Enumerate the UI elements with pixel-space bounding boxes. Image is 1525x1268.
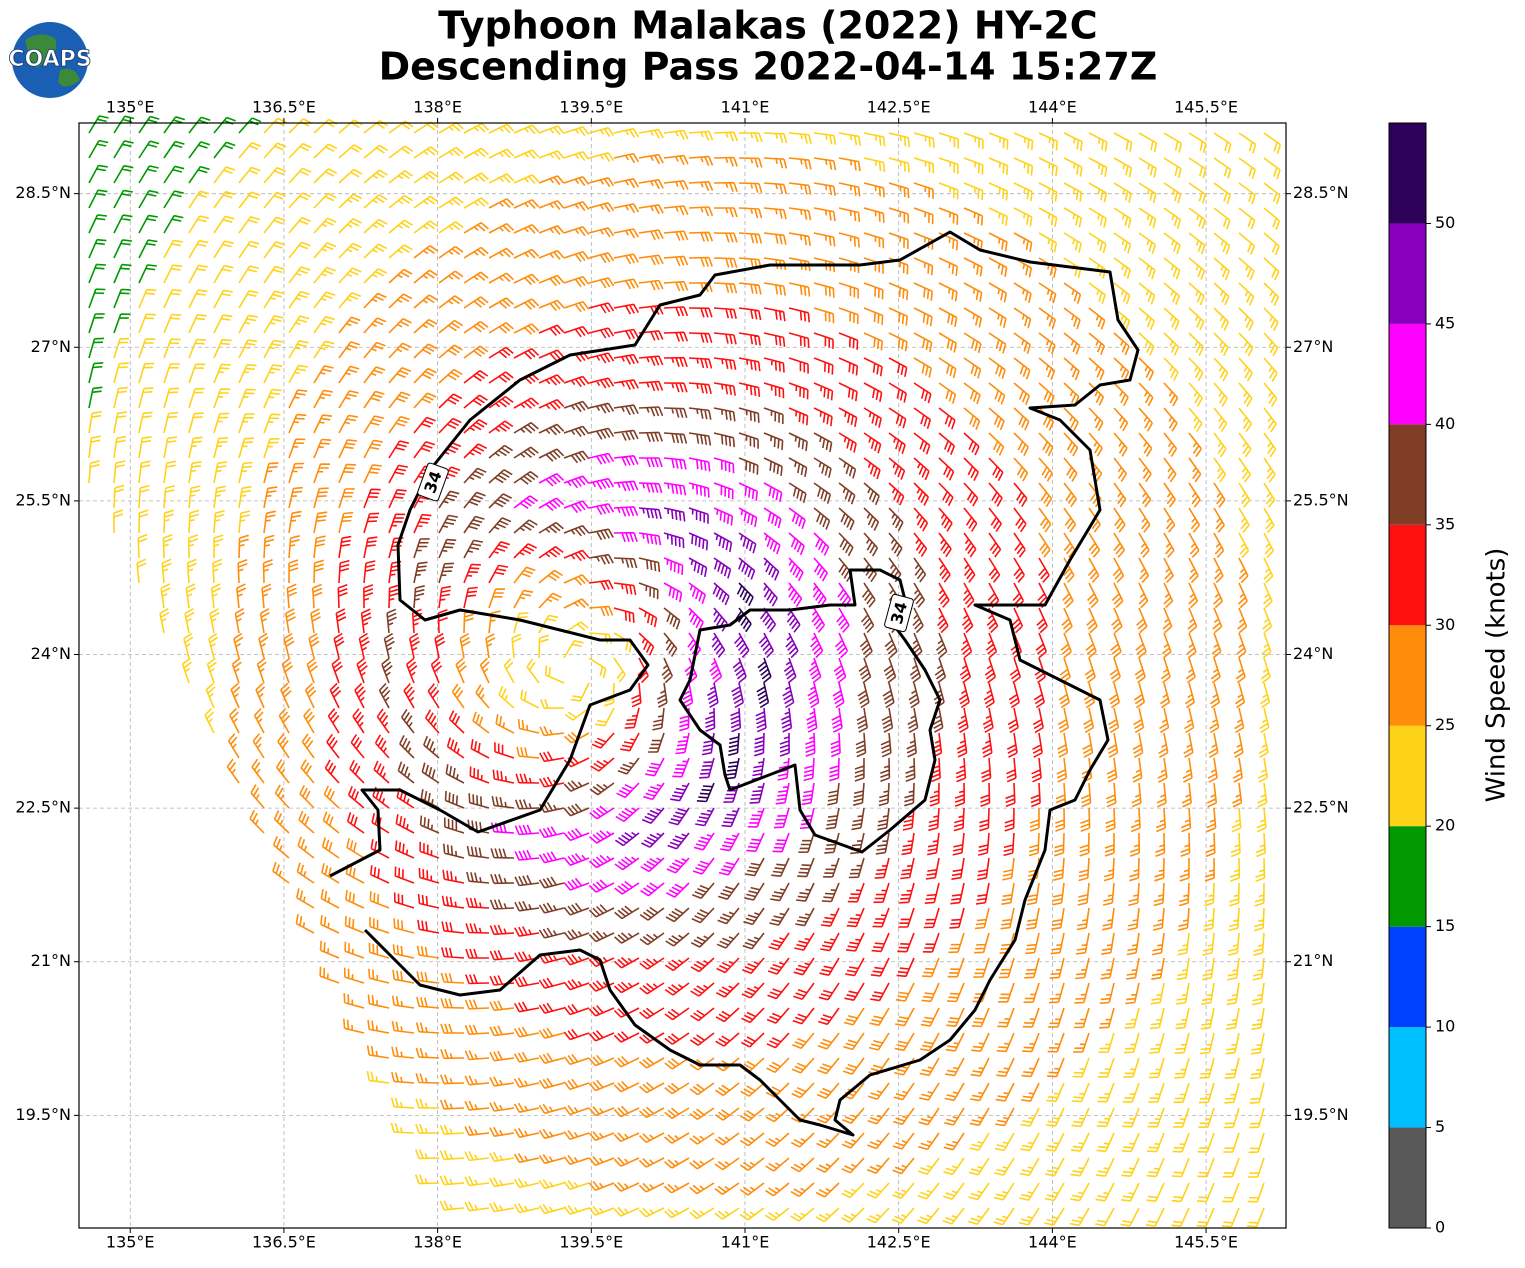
chart-subtitle: Descending Pass 2022-04-14 15:27Z [379,45,1158,89]
wind-barbs [614,507,801,850]
x-tick-label: 141°E [721,1233,770,1252]
y-tick-label: 22.5°N [1293,798,1349,817]
wind-barbs [88,117,1282,1228]
colorbar-tick-label: 5 [1435,1117,1445,1136]
y-tick-label: 28.5°N [1293,183,1349,202]
contour-label: 34 [417,462,449,502]
x-tick-label: 145.5°E [1174,98,1238,117]
colorbar-frame [1388,122,1427,1229]
wind-barbs [226,152,1249,1198]
x-tick-label: 136.5°E [252,1233,316,1252]
x-tick-label: 144°E [1028,98,1077,117]
y-tick-label: 19.5°N [15,1105,71,1124]
x-tick-label: 142.5°E [867,98,931,117]
barb-field [88,115,1282,1228]
colorbar-tick-label: 50 [1435,213,1455,232]
y-tick-label: 21°N [1293,951,1333,970]
colorbar-bin [1389,223,1426,324]
y-tick-label: 27°N [31,337,71,356]
colorbar-tick-label: 15 [1435,916,1455,935]
wind-barbs [378,400,948,950]
x-tick-label: 142.5°E [867,1233,931,1252]
map-frame [78,122,1287,1229]
chart-title: Typhoon Malakas (2022) HY-2C [438,4,1097,48]
y-tick-label: 21°N [31,951,71,970]
colorbar-bin [1389,625,1426,726]
x-tick-label: 135°E [106,1233,155,1252]
axes: 135°E 135°E 136.5°E 136.5°E 138°E 138°E 139.5°… [15,98,1348,1252]
contour-label-box [884,593,914,633]
contour-label: 34 [884,593,914,633]
x-tick-label: 145.5°E [1174,1233,1238,1252]
y-tick-label: 19.5°N [1293,1105,1349,1124]
y-tick-label: 25.5°N [15,490,71,509]
wind-barbs [490,452,852,898]
colorbar-tick-label: 10 [1435,1017,1455,1036]
colorbar-tick-label: 45 [1435,313,1455,332]
contour-line [678,568,942,854]
x-tick-label: 135°E [106,98,155,117]
colorbar-bin [1389,123,1426,224]
colorbar-bin [1389,1127,1426,1228]
colorbar-bin [1389,1027,1426,1128]
contour-label-box [417,462,449,502]
wind-barbs [324,302,1050,1049]
x-tick-label: 139.5°E [559,98,623,117]
colorbar-bin [1389,524,1426,626]
colorbar-tick-label: 35 [1435,514,1455,533]
y-tick-label: 22.5°N [15,798,71,817]
colorbar-bin [1389,424,1426,525]
colorbar-tick-label: 25 [1435,715,1455,734]
colorbar-tick-label: 0 [1435,1218,1445,1237]
colorbar-bin [1389,926,1426,1028]
x-tick-label: 144°E [1028,1233,1077,1252]
x-tick-label: 138°E [413,98,462,117]
colorbar-bin [1389,323,1426,425]
logo-land [25,34,80,87]
colorbar-bin [1389,826,1426,927]
x-tick-label: 141°E [721,98,770,117]
x-tick-label: 138°E [413,1233,462,1252]
contour-line [329,230,1140,1137]
x-tick-label: 139.5°E [559,1233,623,1252]
colorbar-tick-label: 30 [1435,615,1455,634]
y-tick-label: 27°N [1293,337,1333,356]
colorbar-bin [1389,725,1426,827]
wind-barbs [88,115,262,409]
wind-barbs [696,582,772,803]
y-tick-label: 24°N [31,644,71,663]
colorbar-label: Wind Speed (knots) [1482,548,1512,803]
colorbar: 0 5 10 15 20 25 30 35 40 45 50 [1388,122,1455,1237]
colorbar-tick-label: 40 [1435,414,1455,433]
colorbar-tick-label: 20 [1435,816,1455,835]
contour-34: 34 34 [329,230,1140,1137]
y-tick-label: 24°N [1293,644,1333,663]
logo: COAPS [8,22,92,98]
y-tick-label: 25.5°N [1293,490,1349,509]
y-tick-label: 28.5°N [15,183,71,202]
logo-text: COAPS [8,47,91,72]
x-tick-label: 136.5°E [252,98,316,117]
